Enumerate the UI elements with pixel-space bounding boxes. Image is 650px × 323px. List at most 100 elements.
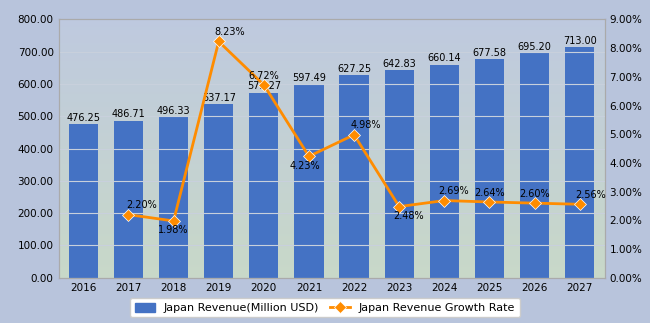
Bar (58, 76, 604, 79)
Bar (58, 273, 604, 275)
Bar (58, 107, 604, 110)
Bar (58, 61, 604, 63)
Bar (58, 125, 604, 128)
Bar (58, 255, 604, 257)
Text: 2.56%: 2.56% (576, 190, 606, 200)
Bar (58, 71, 604, 74)
Bar (58, 172, 604, 174)
Bar (430, 65, 459, 278)
Bar (58, 87, 604, 89)
Bar (58, 74, 604, 76)
Bar (58, 81, 604, 84)
Text: 2.20%: 2.20% (127, 200, 157, 210)
Bar (58, 198, 604, 200)
Bar (58, 68, 604, 71)
Bar (58, 182, 604, 185)
Bar (294, 85, 324, 278)
Bar (58, 257, 604, 260)
Text: 2.48%: 2.48% (393, 211, 424, 221)
Bar (58, 221, 604, 224)
Bar (58, 110, 604, 112)
Text: 486.71: 486.71 (112, 109, 146, 119)
Bar (114, 120, 143, 278)
Text: 2.64%: 2.64% (474, 188, 505, 198)
Bar (58, 211, 604, 213)
Bar (520, 53, 549, 278)
Bar (58, 174, 604, 177)
Bar (385, 70, 414, 278)
Bar (58, 94, 604, 97)
Bar (58, 267, 604, 270)
Bar (58, 162, 604, 164)
Bar (58, 146, 604, 149)
Bar (58, 53, 604, 56)
Bar (58, 208, 604, 211)
Bar (58, 260, 604, 262)
Bar (58, 130, 604, 133)
Text: 6.72%: 6.72% (248, 70, 280, 80)
Bar (58, 58, 604, 61)
Bar (58, 262, 604, 265)
Bar (58, 252, 604, 255)
Bar (58, 236, 604, 239)
Bar (58, 105, 604, 107)
Bar (58, 244, 604, 247)
Bar (58, 234, 604, 236)
Bar (58, 48, 604, 50)
Bar (58, 118, 604, 120)
Bar (58, 19, 604, 22)
Bar (58, 43, 604, 45)
Text: 476.25: 476.25 (66, 113, 100, 123)
Bar (58, 92, 604, 94)
Bar (58, 63, 604, 66)
Bar (159, 118, 188, 278)
Text: 8.23%: 8.23% (214, 27, 245, 37)
Bar (58, 226, 604, 229)
Bar (58, 136, 604, 138)
Text: 2.69%: 2.69% (438, 186, 469, 196)
Bar (58, 123, 604, 125)
Bar (58, 84, 604, 87)
Bar (58, 112, 604, 115)
Bar (58, 265, 604, 267)
Text: 597.49: 597.49 (292, 74, 326, 84)
Bar (565, 47, 594, 278)
Bar (58, 115, 604, 118)
Bar (58, 156, 604, 159)
Bar (339, 75, 369, 278)
Bar (58, 187, 604, 190)
Bar (58, 275, 604, 278)
Text: 627.25: 627.25 (337, 64, 371, 74)
Bar (58, 56, 604, 58)
Text: 537.17: 537.17 (202, 93, 236, 103)
Bar (58, 141, 604, 143)
Bar (58, 190, 604, 193)
Bar (58, 185, 604, 187)
Bar (58, 40, 604, 43)
Text: 2.60%: 2.60% (519, 189, 550, 199)
Bar (58, 249, 604, 252)
Bar (58, 200, 604, 203)
Text: 660.14: 660.14 (428, 53, 461, 63)
Bar (58, 216, 604, 218)
Bar (58, 231, 604, 234)
Bar (58, 151, 604, 154)
Bar (58, 180, 604, 182)
Bar (58, 247, 604, 249)
Bar (474, 59, 504, 278)
Bar (58, 37, 604, 40)
Bar (58, 203, 604, 205)
Text: 1.98%: 1.98% (159, 225, 188, 235)
Text: 496.33: 496.33 (157, 106, 190, 116)
Bar (58, 195, 604, 198)
Bar (58, 89, 604, 92)
Bar (58, 79, 604, 81)
Bar (58, 193, 604, 195)
Bar (58, 99, 604, 102)
Bar (58, 25, 604, 27)
Bar (58, 270, 604, 273)
Bar (58, 224, 604, 226)
Bar (58, 149, 604, 151)
Bar (58, 120, 604, 123)
Bar (58, 66, 604, 68)
